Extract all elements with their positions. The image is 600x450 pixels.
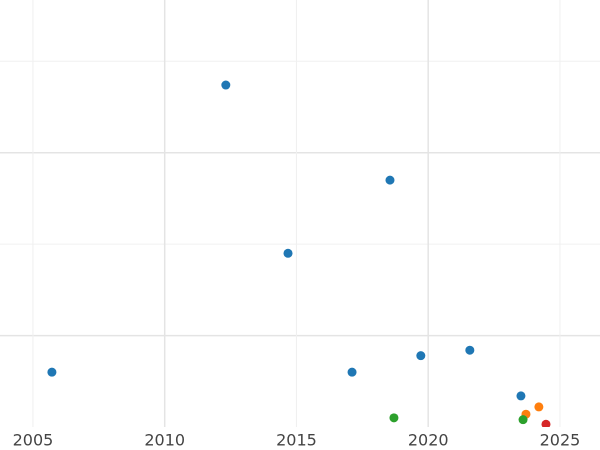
x-tick-label: 2015 xyxy=(276,431,317,450)
point xyxy=(385,175,395,185)
point xyxy=(541,419,551,427)
points xyxy=(47,80,551,427)
point xyxy=(389,413,399,423)
grid xyxy=(0,0,600,427)
point xyxy=(534,402,544,412)
point xyxy=(416,351,426,361)
x-tick-label: 2020 xyxy=(408,431,449,450)
point xyxy=(283,248,293,258)
x-tick-label: 2010 xyxy=(144,431,185,450)
point xyxy=(516,391,526,401)
point xyxy=(347,367,357,377)
point xyxy=(221,80,231,90)
point xyxy=(465,345,475,355)
x-tick-label: 2005 xyxy=(13,431,54,450)
point xyxy=(47,367,57,377)
x-tick-label: 2025 xyxy=(540,431,581,450)
point xyxy=(518,415,528,425)
